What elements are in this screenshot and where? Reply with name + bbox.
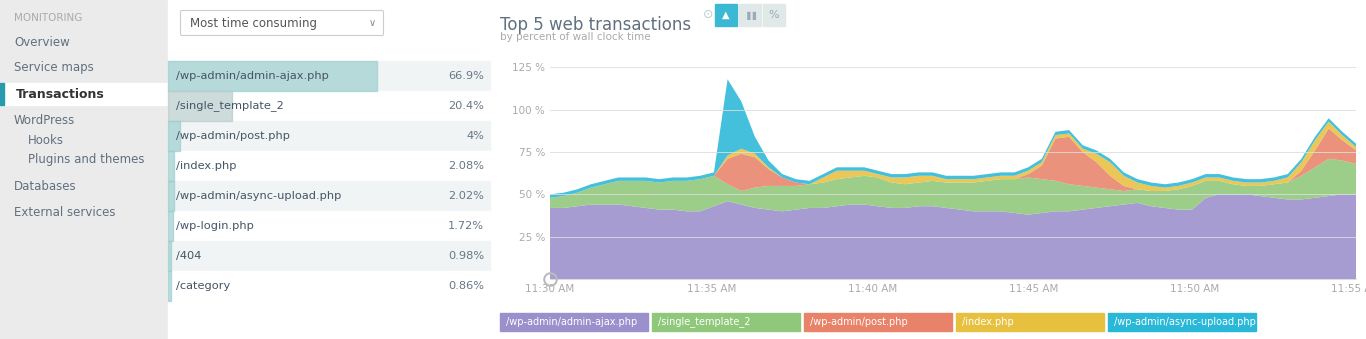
- Bar: [490, 0, 1366, 339]
- Bar: [0, 83, 4, 105]
- Bar: [0, 83, 168, 105]
- Bar: [168, 91, 232, 121]
- Text: External services: External services: [14, 205, 116, 219]
- Bar: [168, 121, 180, 151]
- Bar: [168, 151, 175, 181]
- Text: /index.php: /index.php: [176, 161, 236, 171]
- Bar: [764, 4, 785, 26]
- Text: 1.72%: 1.72%: [448, 221, 484, 231]
- Text: Service maps: Service maps: [14, 61, 94, 75]
- Text: ▲: ▲: [723, 10, 729, 20]
- Text: 20.4%: 20.4%: [448, 101, 484, 111]
- Text: 0.86%: 0.86%: [448, 281, 484, 291]
- Text: 4%: 4%: [466, 131, 484, 141]
- Text: /wp-admin/async-upload.php: /wp-admin/async-upload.php: [176, 191, 342, 201]
- Text: /wp-admin/admin-ajax.php: /wp-admin/admin-ajax.php: [505, 317, 638, 327]
- Bar: [168, 271, 490, 301]
- Bar: [168, 241, 171, 271]
- Bar: [500, 313, 647, 331]
- Bar: [168, 61, 377, 91]
- Text: /index.php: /index.php: [962, 317, 1014, 327]
- Text: Most time consuming: Most time consuming: [190, 17, 317, 29]
- Text: /single_template_2: /single_template_2: [658, 317, 750, 327]
- Bar: [956, 313, 1104, 331]
- Text: 66.9%: 66.9%: [448, 71, 484, 81]
- Bar: [168, 0, 490, 339]
- Text: ∨: ∨: [369, 18, 376, 28]
- Bar: [0, 0, 168, 339]
- Bar: [168, 211, 173, 241]
- Bar: [805, 313, 952, 331]
- Text: /wp-admin/post.php: /wp-admin/post.php: [810, 317, 908, 327]
- Bar: [1108, 313, 1255, 331]
- Bar: [168, 271, 171, 301]
- Bar: [168, 61, 490, 91]
- Bar: [714, 4, 738, 26]
- Text: by percent of wall clock time: by percent of wall clock time: [500, 32, 650, 42]
- Text: 2.08%: 2.08%: [448, 161, 484, 171]
- Bar: [168, 181, 490, 211]
- Text: Overview: Overview: [14, 36, 70, 48]
- Text: 0.98%: 0.98%: [448, 251, 484, 261]
- Bar: [168, 91, 490, 121]
- Text: /single_template_2: /single_template_2: [176, 101, 284, 112]
- Bar: [168, 121, 490, 151]
- Text: Transactions: Transactions: [16, 87, 105, 100]
- Text: Plugins and themes: Plugins and themes: [27, 154, 145, 166]
- Text: Databases: Databases: [14, 179, 76, 193]
- Text: /wp-admin/post.php: /wp-admin/post.php: [176, 131, 290, 141]
- FancyBboxPatch shape: [180, 11, 384, 36]
- Bar: [739, 4, 761, 26]
- Text: /category: /category: [176, 281, 231, 291]
- Text: 2.02%: 2.02%: [448, 191, 484, 201]
- Bar: [168, 181, 175, 211]
- Text: Top 5 web transactions: Top 5 web transactions: [500, 16, 691, 34]
- Text: /wp-login.php: /wp-login.php: [176, 221, 254, 231]
- Text: ▐▐: ▐▐: [743, 11, 757, 20]
- Text: MONITORING: MONITORING: [14, 13, 82, 23]
- Bar: [168, 151, 490, 181]
- Text: Hooks: Hooks: [27, 134, 64, 146]
- Text: /wp-admin/async-upload.php: /wp-admin/async-upload.php: [1115, 317, 1255, 327]
- Text: /wp-admin/admin-ajax.php: /wp-admin/admin-ajax.php: [176, 71, 329, 81]
- Bar: [168, 211, 490, 241]
- Bar: [652, 313, 800, 331]
- Text: /404: /404: [176, 251, 201, 261]
- Text: WordPress: WordPress: [14, 114, 75, 126]
- Text: %: %: [769, 10, 780, 20]
- Text: ⊙: ⊙: [702, 8, 713, 21]
- Bar: [168, 241, 490, 271]
